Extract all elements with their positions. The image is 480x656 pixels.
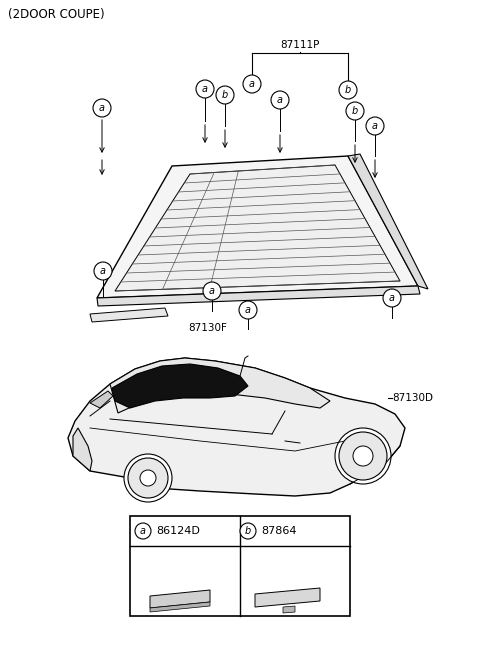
Polygon shape [97,156,418,298]
Bar [130,516,350,616]
Circle shape [94,262,112,280]
Circle shape [203,282,221,300]
Text: b: b [345,85,351,95]
Text: 87864: 87864 [261,526,297,536]
Polygon shape [150,590,210,608]
Polygon shape [97,286,420,306]
Text: 86124D: 86124D [156,526,200,536]
Text: b: b [245,526,251,536]
Circle shape [339,81,357,99]
Text: (2DOOR COUPE): (2DOOR COUPE) [8,8,105,21]
Circle shape [216,86,234,104]
Circle shape [346,102,364,120]
Text: b: b [222,90,228,100]
Circle shape [339,432,387,480]
Circle shape [383,289,401,307]
Text: a: a [249,79,255,89]
Text: 87130D: 87130D [392,393,433,403]
Polygon shape [115,165,400,291]
Polygon shape [90,391,113,408]
Text: a: a [277,95,283,105]
Circle shape [271,91,289,109]
Polygon shape [73,428,92,471]
Circle shape [335,428,391,484]
Text: a: a [245,305,251,315]
Circle shape [240,523,256,539]
Polygon shape [110,358,330,413]
Polygon shape [68,358,405,496]
Text: a: a [99,103,105,113]
Circle shape [366,117,384,135]
Circle shape [135,523,151,539]
Polygon shape [90,308,168,322]
Text: a: a [140,526,146,536]
Circle shape [140,470,156,486]
Text: a: a [100,266,106,276]
Text: a: a [372,121,378,131]
Polygon shape [255,588,320,607]
Polygon shape [150,602,210,612]
Circle shape [243,75,261,93]
Text: b: b [352,106,358,116]
Polygon shape [348,154,428,289]
Circle shape [196,80,214,98]
Polygon shape [112,364,248,408]
Text: a: a [209,286,215,296]
Text: 87111P: 87111P [280,40,320,50]
Circle shape [128,458,168,498]
Text: 87130F: 87130F [188,323,227,333]
Circle shape [93,99,111,117]
Circle shape [353,446,373,466]
Circle shape [239,301,257,319]
Text: a: a [389,293,395,303]
Polygon shape [283,606,295,613]
Circle shape [124,454,172,502]
Text: a: a [202,84,208,94]
